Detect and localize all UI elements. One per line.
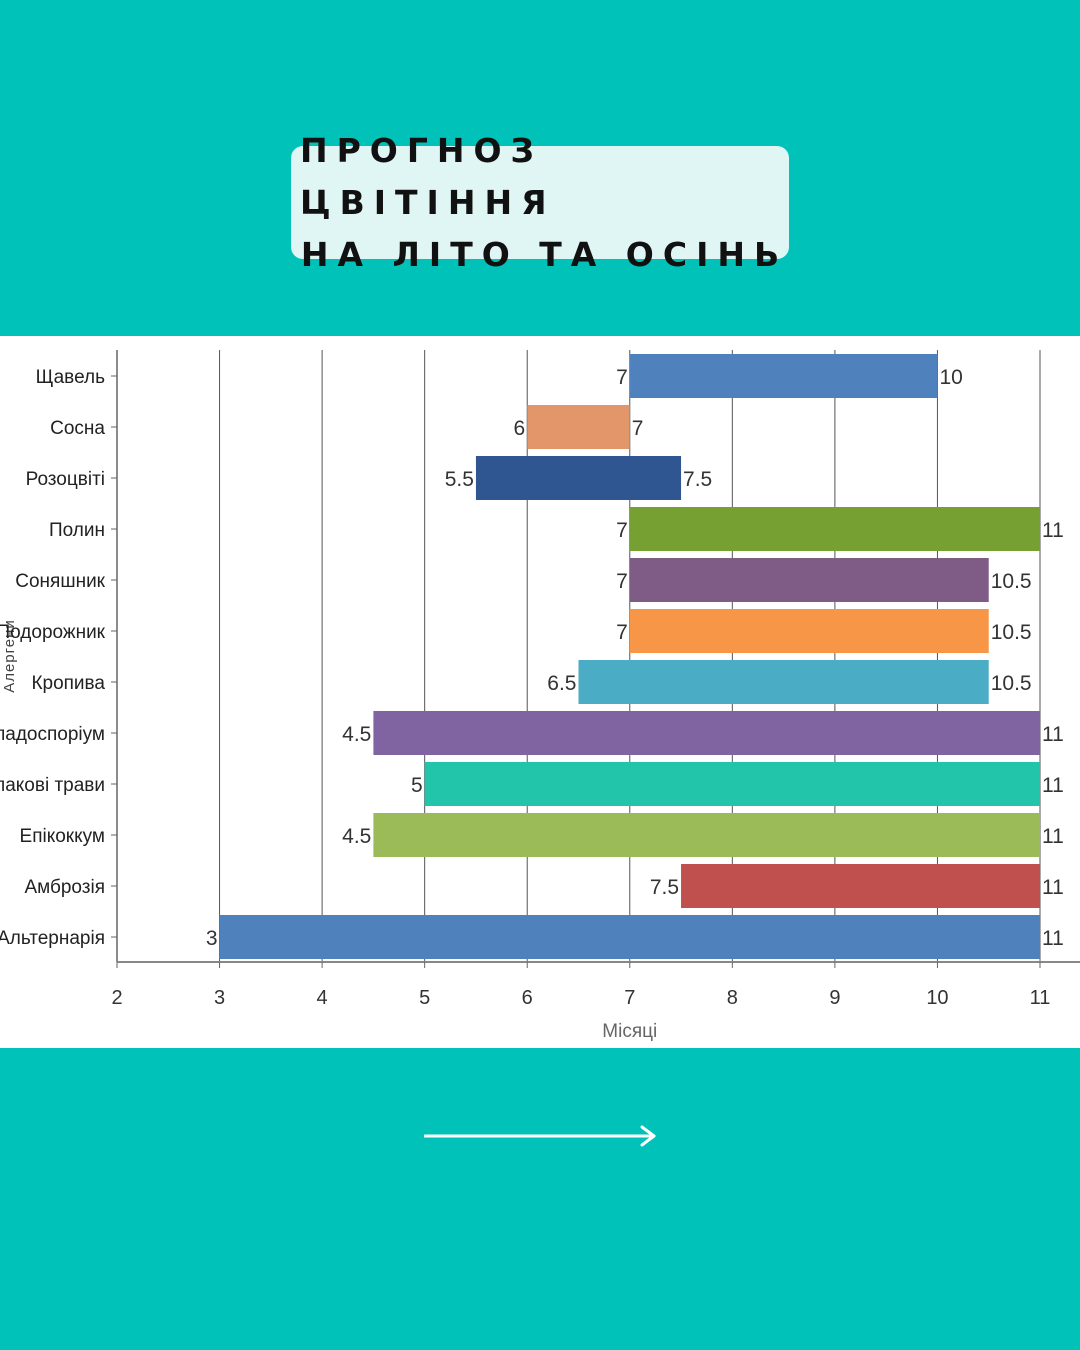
start-value-label: 7.5 [650, 876, 679, 899]
start-value-label: 7 [616, 621, 628, 644]
range-bar [629, 354, 938, 398]
end-value-label: 7.5 [683, 468, 712, 491]
pollen-range-chart: 2 3 4 5 6 7 8 9 10 11 Місяці Алергени Щавель 7 10 Сосна… [0, 350, 1080, 1042]
start-value-label: 6 [514, 417, 526, 440]
y-axis-title: Алергени [1, 619, 18, 693]
range-bar [681, 864, 1040, 908]
title-box: ПРОГНОЗ ЦВІТІННЯ НА ЛІТО ТА ОСІНЬ [291, 131, 789, 274]
x-tick-label: 4 [317, 987, 328, 1009]
range-bar [629, 558, 989, 602]
start-value-label: 4.5 [342, 825, 371, 848]
title-line-1: ПРОГНОЗ ЦВІТІННЯ [300, 130, 556, 222]
end-value-label: 10.5 [991, 621, 1032, 644]
start-value-label: 4.5 [342, 723, 371, 746]
range-bar [219, 915, 1041, 959]
end-value-label: 10 [939, 366, 962, 389]
range-bar [578, 660, 989, 704]
category-label: Розоцвіті [26, 469, 105, 490]
start-value-label: 7 [616, 366, 628, 389]
start-value-label: 7 [616, 519, 628, 542]
end-value-label: 11 [1042, 774, 1064, 797]
title-line-2: НА ЛІТО ТА ОСІНЬ [300, 234, 789, 274]
x-axis-title: Місяці [602, 1021, 657, 1042]
range-bar [373, 711, 1040, 755]
start-value-label: 5.5 [445, 468, 474, 491]
end-value-label: 11 [1042, 927, 1064, 950]
x-tick-label: 5 [419, 987, 430, 1009]
x-tick-label: 10 [926, 987, 948, 1009]
category-label: Полин [49, 520, 105, 541]
x-tick-label: 9 [829, 987, 840, 1009]
end-value-label: 7 [632, 417, 644, 440]
category-label: Кладоспоріум [0, 724, 105, 745]
x-tick-label: 7 [624, 987, 635, 1009]
category-label: Подорожник [0, 622, 106, 643]
category-label: Соняшник [15, 571, 105, 592]
end-value-label: 10.5 [991, 570, 1032, 593]
range-bar [475, 456, 682, 500]
category-label: Щавель [36, 367, 105, 388]
x-tick-label: 6 [522, 987, 533, 1009]
range-bar [424, 762, 1041, 806]
x-tick-label: 8 [727, 987, 738, 1009]
start-value-label: 7 [616, 570, 628, 593]
range-bar [373, 813, 1040, 857]
end-value-label: 11 [1042, 876, 1064, 899]
start-value-label: 5 [411, 774, 423, 797]
category-label: Альтернарія [0, 928, 105, 949]
end-value-label: 11 [1042, 723, 1064, 746]
start-value-label: 3 [206, 927, 218, 950]
start-value-label: 6.5 [547, 672, 576, 695]
category-label: Амброзія [24, 877, 105, 898]
range-bar [629, 507, 1040, 551]
x-tick-label: 2 [111, 987, 122, 1009]
end-value-label: 10.5 [991, 672, 1032, 695]
category-label: Епікоккум [20, 826, 105, 847]
category-label: Сосна [50, 418, 105, 439]
category-label: Злакові трави [0, 775, 105, 796]
chart-panel: 2 3 4 5 6 7 8 9 10 11 Місяці Алергени Щавель 7 10 Сосна… [0, 336, 1080, 1048]
x-tick-label: 3 [214, 987, 225, 1009]
range-bar [527, 405, 630, 449]
category-label: Кропива [31, 673, 105, 694]
end-value-label: 11 [1042, 825, 1064, 848]
next-arrow-icon[interactable] [423, 1122, 660, 1155]
range-bar [629, 609, 989, 653]
end-value-label: 11 [1042, 519, 1064, 542]
x-tick-label: 11 [1030, 987, 1051, 1009]
